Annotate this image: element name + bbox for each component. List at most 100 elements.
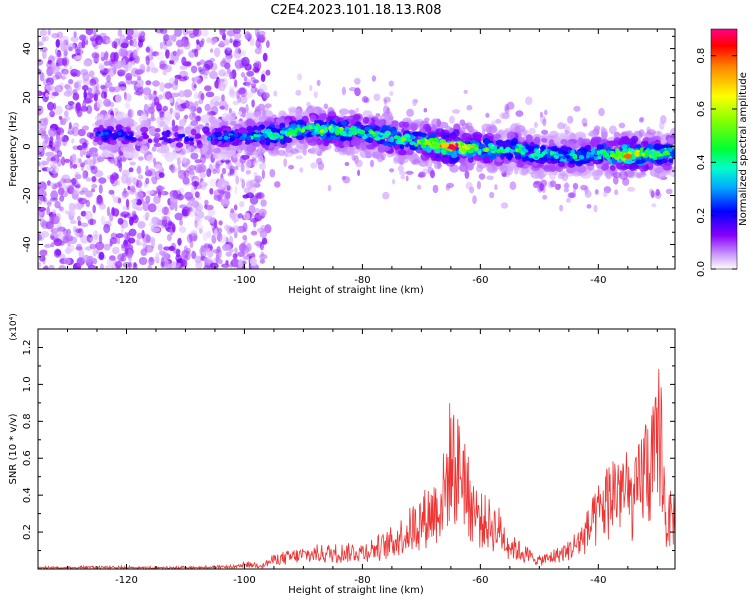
heatmap-ridge-cell: [518, 137, 525, 143]
heatmap-ridge-cell: [143, 120, 152, 129]
heatmap-noise-cell: [128, 237, 136, 244]
heatmap-noise-cell: [49, 197, 59, 202]
heatmap-noise-cell: [198, 99, 204, 105]
heatmap-noise-cell: [50, 109, 54, 116]
heatmap-noise-cell: [251, 99, 255, 108]
heatmap-noise-cell: [69, 209, 76, 217]
heatmap-noise-cell: [252, 66, 260, 73]
heatmap-ridge-cell: [597, 144, 605, 150]
spectrogram-xlabel: Height of straight line (km): [288, 285, 424, 296]
heatmap-noise-cell: [253, 62, 259, 69]
snr-xtick-label: -40: [590, 575, 606, 586]
heatmap-noise-cell: [163, 206, 168, 215]
heatmap-noise-cell: [242, 81, 251, 86]
heatmap-ridge-cell: [593, 159, 601, 165]
heatmap-noise-cell: [178, 90, 186, 98]
heatmap-noise-cell: [157, 108, 166, 114]
heatmap-noise-cell: [174, 77, 179, 86]
heatmap-noise-cell: [665, 188, 673, 195]
heatmap-noise-cell: [193, 76, 201, 81]
heatmap-noise-cell: [210, 99, 215, 107]
heatmap-noise-cell: [373, 93, 381, 102]
heatmap-noise-cell: [134, 90, 143, 96]
heatmap-noise-cell: [80, 162, 85, 168]
heatmap-noise-cell: [55, 212, 61, 222]
heatmap-ridge-cell: [210, 119, 220, 128]
heatmap-noise-cell: [195, 215, 200, 223]
heatmap-noise-cell: [48, 127, 57, 137]
heatmap-noise-cell: [210, 105, 219, 116]
heatmap-noise-cell: [172, 223, 176, 233]
heatmap-noise-cell: [98, 233, 103, 244]
heatmap-noise-cell: [195, 203, 203, 213]
heatmap-ridge-cell: [461, 132, 472, 142]
heatmap-ridge-cell: [141, 132, 148, 136]
heatmap-noise-cell: [111, 65, 117, 72]
heatmap-noise-cell: [344, 161, 350, 167]
heatmap-noise-cell: [550, 180, 557, 188]
heatmap-noise-cell: [144, 244, 154, 253]
heatmap-noise-cell: [59, 132, 64, 141]
heatmap-ridge-cell: [229, 135, 235, 139]
heatmap-noise-cell: [342, 176, 351, 184]
heatmap-noise-cell: [478, 173, 486, 180]
heatmap-ridge-cell: [519, 168, 528, 176]
heatmap-noise-cell: [45, 92, 49, 98]
heatmap-noise-cell: [157, 243, 163, 251]
heatmap-noise-cell: [234, 247, 238, 253]
heatmap-noise-cell: [229, 227, 235, 233]
heatmap-ridge-cell: [447, 157, 458, 165]
heatmap-noise-cell: [563, 187, 569, 193]
heatmap-ridge-cell: [650, 159, 656, 164]
heatmap-ridge-cell: [189, 141, 195, 146]
heatmap-noise-cell: [177, 164, 182, 174]
heatmap-noise-cell: [143, 103, 149, 113]
heatmap-noise-cell: [103, 98, 112, 107]
heatmap-noise-cell: [177, 157, 181, 166]
heatmap-noise-cell: [67, 242, 71, 247]
heatmap-noise-cell: [113, 173, 120, 180]
heatmap-noise-cell: [151, 146, 157, 152]
heatmap-noise-cell: [614, 189, 619, 196]
heatmap-noise-cell: [234, 59, 244, 69]
heatmap-noise-cell: [121, 190, 129, 198]
heatmap-ridge-cell: [454, 143, 459, 148]
heatmap-noise-cell: [73, 202, 81, 211]
heatmap-noise-cell: [205, 91, 215, 98]
heatmap-noise-cell: [145, 55, 150, 66]
heatmap-noise-cell: [76, 46, 81, 56]
heatmap-ridge-cell: [305, 125, 310, 130]
spectrogram-ytick-label: -40: [22, 236, 33, 252]
heatmap-noise-cell: [132, 177, 138, 185]
spectrogram-xtick-label: -60: [472, 275, 488, 286]
heatmap-noise-cell: [100, 84, 106, 90]
heatmap-noise-cell: [261, 193, 265, 199]
heatmap-noise-cell: [248, 204, 256, 215]
heatmap-ridge-cell: [161, 131, 168, 137]
heatmap-ridge-cell: [284, 137, 293, 144]
heatmap-noise-cell: [50, 190, 59, 201]
heatmap-noise-cell: [49, 214, 55, 225]
heatmap-noise-cell: [262, 92, 270, 99]
heatmap-noise-cell: [573, 105, 581, 112]
heatmap-noise-cell: [100, 91, 107, 99]
heatmap-noise-cell: [133, 262, 137, 268]
heatmap-noise-cell: [74, 48, 84, 56]
heatmap-noise-cell: [177, 169, 187, 180]
heatmap-noise-cell: [232, 100, 239, 106]
figure-title: C2E4.2023.101.18.13.R08: [270, 3, 441, 18]
heatmap-noise-cell: [168, 52, 178, 62]
heatmap-noise-cell: [171, 34, 177, 42]
snr-ylabel: SNR (10 * v/v): [8, 413, 19, 484]
spectrogram-xtick-label: -40: [590, 275, 606, 286]
heatmap-noise-cell: [148, 93, 153, 101]
heatmap-noise-cell: [177, 237, 182, 246]
heatmap-peak-cell: [441, 142, 449, 148]
heatmap-noise-cell: [112, 246, 120, 255]
heatmap-noise-cell: [116, 236, 121, 245]
heatmap-noise-cell: [162, 43, 168, 51]
heatmap-noise-cell: [38, 161, 41, 167]
heatmap-noise-cell: [145, 165, 149, 173]
heatmap-noise-cell: [203, 264, 211, 269]
heatmap-noise-cell: [392, 178, 396, 185]
